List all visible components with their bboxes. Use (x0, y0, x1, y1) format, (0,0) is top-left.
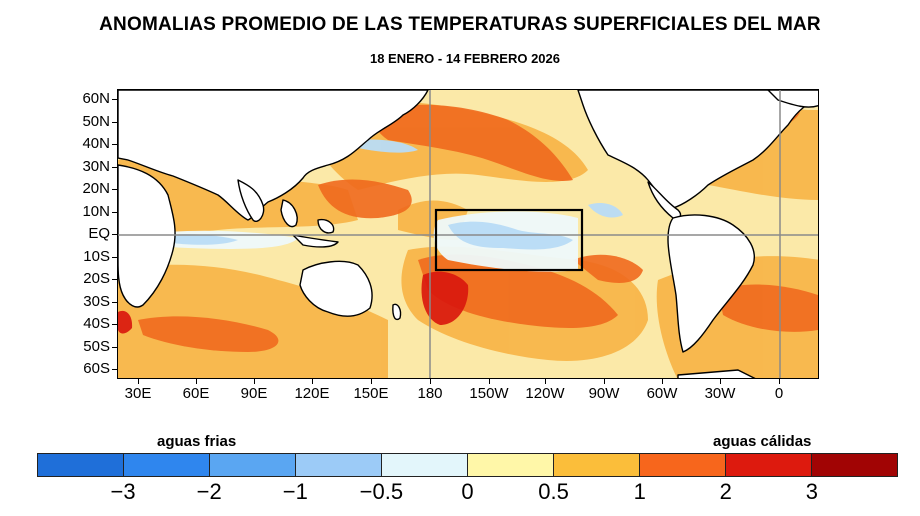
lat-tick (112, 166, 117, 168)
lat-tick (112, 346, 117, 348)
lat-label: 10S (83, 247, 110, 265)
lat-tick (112, 301, 117, 303)
lon-tick (196, 379, 197, 384)
color-scale-segment (640, 454, 726, 476)
lon-tick (371, 379, 372, 384)
lat-label: 20S (83, 270, 110, 287)
lon-tick (138, 379, 139, 384)
lat-tick (112, 369, 117, 370)
color-scale-tick-label: 2 (719, 479, 732, 504)
lon-label: 30E (124, 385, 152, 402)
color-scale-segment (554, 454, 640, 476)
lat-tick (112, 234, 117, 235)
sst-anomaly-map (117, 89, 819, 379)
lon-tick (604, 379, 605, 384)
sst-map-canvas (118, 90, 818, 378)
lon-tick (489, 379, 490, 384)
lon-label: 0 (774, 385, 784, 402)
color-scale-tick-label: −2 (196, 479, 222, 504)
color-scale-bar (37, 453, 898, 477)
lon-label: 120E (294, 385, 330, 402)
lon-label: 30W (704, 385, 736, 402)
lon-tick (662, 379, 663, 384)
color-scale-segment (210, 454, 296, 476)
color-scale-segment (296, 454, 382, 476)
lat-tick (112, 256, 117, 258)
color-scale-tick-label: 0.5 (538, 479, 569, 504)
color-scale-tick-label: −0.5 (359, 479, 404, 504)
lat-tick (112, 189, 117, 190)
lon-label: 180 (417, 385, 443, 402)
lat-label: 50S (83, 337, 110, 355)
lat-label: 10N (82, 202, 110, 220)
map-title: ANOMALIAS PROMEDIO DE LAS TEMPERATURAS S… (99, 14, 821, 35)
lon-tick (254, 379, 255, 384)
color-scale-segment (726, 454, 812, 476)
lon-label: 60W (646, 385, 678, 402)
lat-label: 50N (82, 112, 110, 130)
color-scale-segment (38, 454, 124, 476)
lat-tick (112, 121, 117, 123)
lat-label: 30N (82, 157, 110, 175)
lon-label: 90E (240, 385, 268, 402)
lat-tick (112, 324, 117, 325)
color-scale-tick-label: −3 (110, 479, 136, 504)
lat-label: EQ (88, 225, 110, 242)
map-subtitle: 18 ENERO - 14 FEBRERO 2026 (369, 51, 561, 66)
lat-label: 20N (82, 180, 110, 197)
lon-label: 120W (525, 385, 565, 402)
color-scale-tick-label: 1 (633, 479, 646, 504)
color-scale-segment (124, 454, 210, 476)
lon-label: 90W (588, 385, 620, 402)
lon-tick (430, 379, 431, 384)
lon-tick (720, 379, 721, 384)
warm-water-label: aguas cálidas (713, 433, 812, 450)
lat-label: 60S (83, 360, 110, 377)
lat-label: 40N (82, 135, 110, 152)
lat-tick (112, 211, 117, 213)
lat-label: 60N (82, 90, 110, 107)
lon-label: 150E (353, 385, 389, 402)
cold-water-label: aguas frias (157, 433, 237, 450)
lon-label: 60E (182, 385, 210, 402)
nino-region-box (434, 208, 584, 272)
lat-tick (112, 279, 117, 280)
lat-tick (112, 99, 117, 100)
color-scale-tick-label: 3 (805, 479, 819, 504)
lon-tick (312, 379, 313, 384)
lon-label: 150W (469, 385, 509, 402)
color-scale-tick-label: −1 (282, 479, 308, 504)
color-scale-tick-label: 0 (461, 479, 474, 504)
lon-tick (545, 379, 546, 384)
color-scale-segment (382, 454, 468, 476)
lat-label: 40S (83, 315, 110, 332)
lat-tick (112, 144, 117, 145)
lat-label: 30S (83, 292, 110, 310)
color-scale-segment (812, 454, 897, 476)
lon-tick (779, 379, 780, 384)
color-scale-segment (468, 454, 554, 476)
